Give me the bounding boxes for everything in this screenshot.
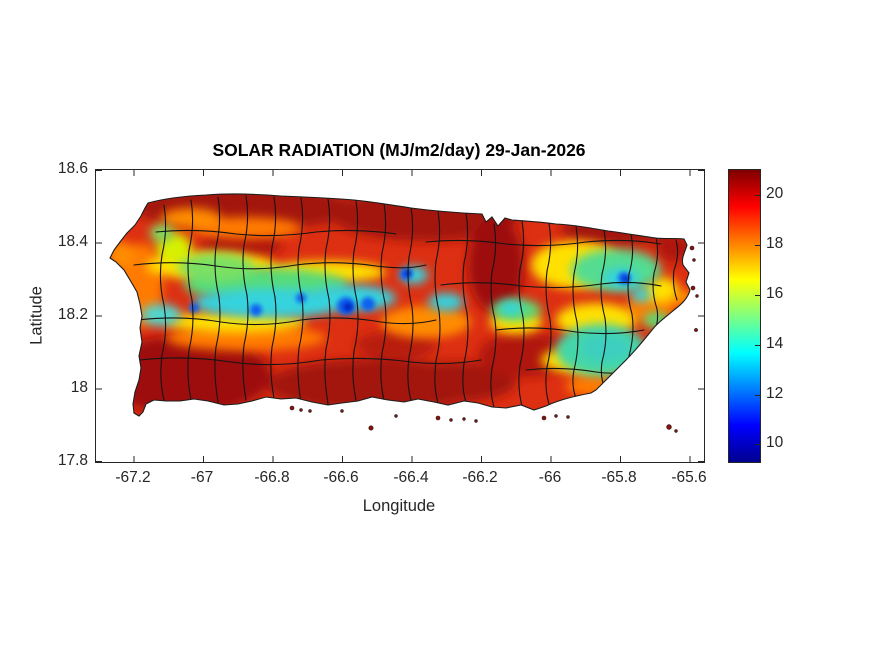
colorbar-tick-14 [755,345,760,346]
puerto-rico-heatmap [96,170,704,462]
xtick-m66-6: -66.6 [323,469,359,486]
colorbar-label-10: 10 [766,434,784,451]
colorbar-tick-12 [755,395,760,396]
offshore-islets [289,245,699,433]
y-axis-label: Latitude [27,286,46,345]
colorbar-tick-20 [755,195,760,196]
plot-area [95,169,705,463]
colorbar-tick-10 [755,444,760,445]
xtick-m65-6: -65.6 [671,469,707,486]
colorbar-tick-16 [755,295,760,296]
xtick-m65-8: -65.8 [601,469,637,486]
ytick-18: 18 [70,379,88,396]
colorbar-label-12: 12 [766,385,784,402]
xtick-m66-4: -66.4 [393,469,429,486]
colorbar-label-16: 16 [766,285,784,302]
colorbar-label-20: 20 [766,185,784,202]
colorbar-label-14: 14 [766,335,784,352]
ytick-17-8: 17.8 [57,452,88,469]
chart-title: SOLAR RADIATION (MJ/m2/day) 29-Jan-2026 [212,140,586,160]
coastline [109,193,691,417]
xtick-m66-2: -66.2 [462,469,498,486]
xtick-m67: -67 [190,469,214,486]
radiation-field [110,193,690,416]
ytick-18-6: 18.6 [57,160,88,177]
colorbar-label-18: 18 [766,235,784,252]
ytick-18-2: 18.2 [57,306,88,323]
xtick-m66-8: -66.8 [254,469,290,486]
xtick-m66: -66 [538,469,562,486]
xtick-m67-2: -67.2 [115,469,151,486]
axis-ticks [96,170,704,462]
x-axis-label: Longitude [362,497,436,515]
colorbar [728,169,761,463]
ytick-18-4: 18.4 [57,233,88,250]
colorbar-tick-18 [755,245,760,246]
municipality-boundaries [133,195,679,408]
